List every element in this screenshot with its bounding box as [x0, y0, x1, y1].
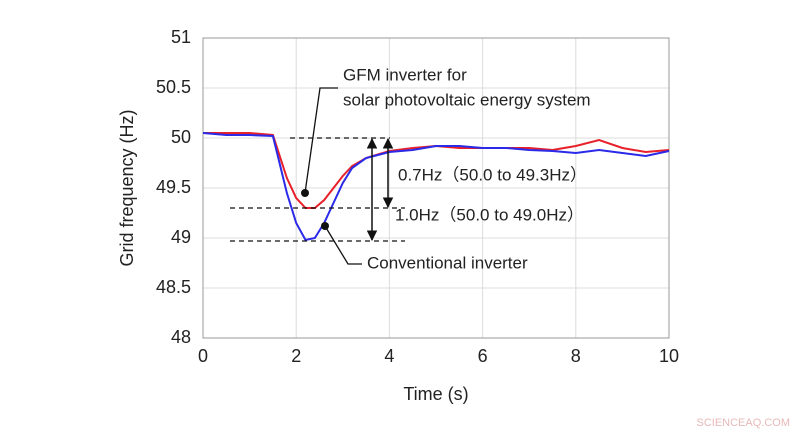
- annotation: 0.7Hz（50.0 to 49.3Hz）: [398, 165, 587, 184]
- x-tick-label: 10: [659, 346, 679, 366]
- y-tick-label: 48: [171, 327, 191, 347]
- leader-line: [304, 87, 338, 194]
- y-tick-label: 51: [171, 27, 191, 47]
- x-tick-label: 8: [571, 346, 581, 366]
- annotation: 1.0Hz（50.0 to 49.0Hz）: [395, 205, 584, 224]
- leader-dot: [321, 222, 329, 230]
- x-axis-label: Time (s): [403, 384, 468, 404]
- x-tick-label: 0: [198, 346, 208, 366]
- y-tick-label: 48.5: [156, 277, 191, 297]
- leader-dot: [301, 189, 309, 197]
- y-tick-label: 49.5: [156, 177, 191, 197]
- annotation: GFM inverter for: [343, 65, 467, 84]
- plot-frame: [202, 37, 670, 339]
- watermark: SCIENCEAQ.COM: [696, 417, 790, 429]
- leader-line: [324, 225, 362, 265]
- x-tick-label: 6: [478, 346, 488, 366]
- x-tick-label: 2: [291, 346, 301, 366]
- y-tick-label: 50.5: [156, 77, 191, 97]
- y-axis-label: Grid frequency (Hz): [117, 109, 137, 266]
- series-line: [202, 132, 670, 242]
- annotation: solar photovoltaic energy system: [343, 90, 591, 109]
- y-tick-label: 49: [171, 227, 191, 247]
- y-tick-label: 50: [171, 127, 191, 147]
- x-tick-label: 4: [384, 346, 394, 366]
- annotation: Conventional inverter: [367, 253, 528, 272]
